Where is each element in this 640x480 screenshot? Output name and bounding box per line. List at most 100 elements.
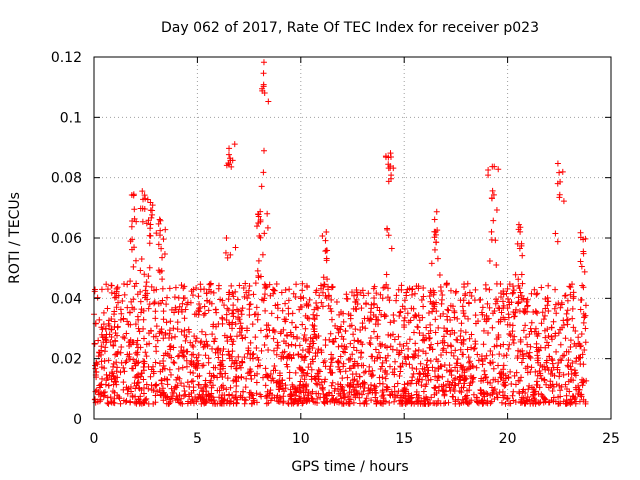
data-point xyxy=(384,294,391,301)
data-point xyxy=(227,384,234,391)
data-point xyxy=(170,325,177,332)
data-point xyxy=(489,187,496,194)
data-point xyxy=(263,393,270,400)
data-point xyxy=(210,394,217,401)
data-point xyxy=(444,313,451,320)
data-point xyxy=(300,294,307,301)
data-point xyxy=(179,364,186,371)
data-point xyxy=(360,388,367,395)
data-point xyxy=(546,399,553,406)
data-point xyxy=(289,319,296,326)
data-point xyxy=(282,286,289,293)
data-point xyxy=(318,347,325,354)
x-tick-label: 20 xyxy=(499,431,517,447)
data-point xyxy=(314,349,321,356)
data-point xyxy=(517,336,524,343)
data-point xyxy=(233,399,240,406)
data-point xyxy=(170,344,177,351)
data-point xyxy=(420,303,427,310)
data-point xyxy=(346,365,353,372)
data-point xyxy=(285,297,292,304)
data-point xyxy=(103,337,110,344)
data-point xyxy=(136,398,143,405)
data-point xyxy=(105,400,112,407)
data-point xyxy=(457,346,464,353)
data-point xyxy=(468,344,475,351)
data-point xyxy=(320,274,327,281)
data-point xyxy=(119,298,126,305)
data-point xyxy=(545,384,552,391)
data-point xyxy=(434,255,441,262)
data-point xyxy=(420,293,427,300)
data-point xyxy=(231,141,238,148)
data-point xyxy=(153,230,160,237)
data-point xyxy=(334,381,341,388)
data-point xyxy=(489,389,496,396)
data-point xyxy=(557,341,564,348)
data-point xyxy=(161,250,168,257)
data-point xyxy=(385,331,392,338)
data-point xyxy=(479,361,486,368)
data-point xyxy=(504,395,511,402)
data-point xyxy=(436,271,443,278)
data-point xyxy=(203,290,210,297)
data-point xyxy=(487,347,494,354)
data-point xyxy=(451,329,458,336)
data-point xyxy=(340,318,347,325)
data-point xyxy=(154,337,161,344)
data-point xyxy=(302,325,309,332)
data-point xyxy=(228,363,235,370)
data-point xyxy=(180,353,187,360)
data-point xyxy=(518,271,525,278)
data-point xyxy=(226,289,233,296)
data-point xyxy=(457,327,464,334)
data-point xyxy=(110,360,117,367)
data-point xyxy=(383,281,390,288)
data-point xyxy=(393,347,400,354)
data-point xyxy=(229,289,236,296)
data-point xyxy=(202,331,209,338)
data-point xyxy=(296,306,303,313)
data-point xyxy=(519,388,526,395)
data-point xyxy=(486,286,493,293)
data-point xyxy=(140,400,147,407)
data-point xyxy=(401,317,408,324)
data-point xyxy=(550,318,557,325)
data-point xyxy=(424,396,431,403)
data-point xyxy=(553,348,560,355)
data-point xyxy=(264,210,271,217)
data-point xyxy=(317,282,324,289)
data-point xyxy=(123,397,130,404)
data-point xyxy=(499,298,506,305)
data-point xyxy=(561,352,568,359)
data-point xyxy=(447,287,454,294)
data-point xyxy=(166,400,173,407)
data-point xyxy=(494,298,501,305)
data-point xyxy=(131,206,138,213)
data-point xyxy=(415,347,422,354)
data-point xyxy=(580,361,587,368)
data-point xyxy=(557,326,564,333)
data-point xyxy=(396,313,403,320)
data-point xyxy=(556,194,563,201)
data-point xyxy=(482,374,489,381)
data-point xyxy=(477,296,484,303)
x-axis-label: GPS time / hours xyxy=(291,459,408,475)
data-point xyxy=(543,357,550,364)
data-point xyxy=(400,386,407,393)
data-point xyxy=(371,357,378,364)
data-point xyxy=(142,287,149,294)
data-point xyxy=(274,339,281,346)
data-point xyxy=(281,388,288,395)
data-point xyxy=(564,362,571,369)
data-point xyxy=(582,312,589,319)
data-point xyxy=(253,223,260,230)
data-point xyxy=(234,296,241,303)
data-point xyxy=(431,228,438,235)
data-point xyxy=(147,225,154,232)
data-point xyxy=(129,339,136,346)
data-point xyxy=(536,400,543,407)
data-point xyxy=(276,386,283,393)
data-point xyxy=(221,302,228,309)
data-point xyxy=(170,359,177,366)
